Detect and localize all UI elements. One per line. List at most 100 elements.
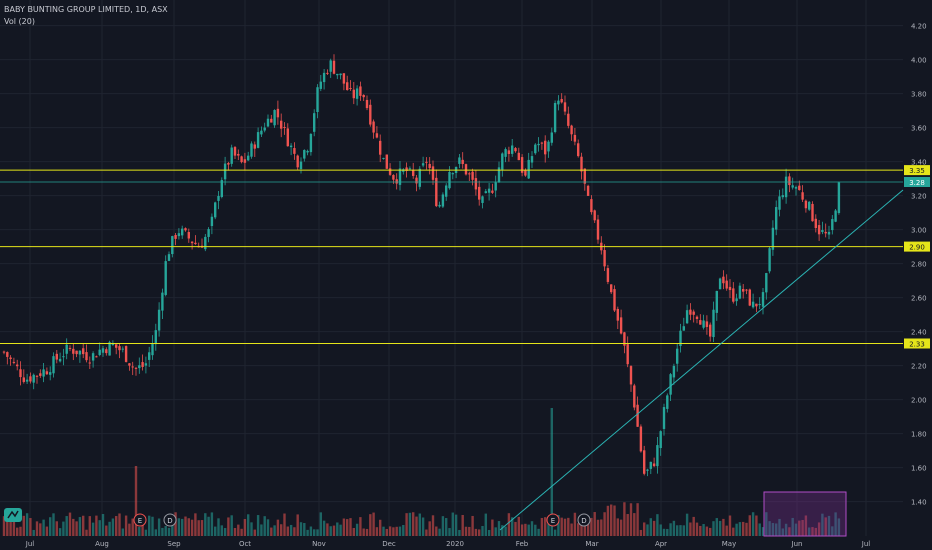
candle-body [586,185,590,196]
candle-body [379,140,382,155]
candle-body [685,310,689,324]
horizontal-levels[interactable]: 3.35 2.90 2.33 3.28 [0,165,930,349]
candle-body [801,192,804,200]
volume-bar [352,527,355,536]
candle-body [289,145,293,148]
candle-body [316,87,319,113]
volume-bar [379,519,382,536]
candle-body [256,132,260,148]
volume-bar [316,529,319,536]
volume-bar [276,519,280,536]
price-tick-label: 3.20 [911,193,927,201]
level-price-tag [904,338,930,349]
candle-body [431,166,435,180]
candle-body [138,365,141,369]
volume-bar [405,513,408,536]
candle-body [362,94,365,98]
time-tick-label: Sep [167,540,181,548]
candle-body [161,292,164,311]
volume-bar [220,525,223,536]
volume-bar [144,529,148,536]
volume-bar [210,512,214,536]
price-tick-label: 3.00 [911,227,927,235]
candle-body [250,143,253,157]
candle-body [369,104,372,125]
price-tick-label: 2.00 [911,397,927,405]
candle-body [610,284,613,293]
volume-bar [375,527,379,536]
candle-body [722,276,725,284]
volume-bar [468,526,471,536]
price-tick-label: 1.80 [911,431,927,439]
volume-bar [702,524,705,536]
candle-body [517,152,520,161]
volume-bar [738,522,742,536]
time-axis[interactable]: Jul Aug Sep Oct Nov Dec 2020 Feb Mar Apr May Jun Jul [25,540,871,548]
volume-bar [765,512,768,536]
price-tick-label: 3.60 [911,125,927,133]
candle-body [672,365,676,378]
volume-bar [204,513,207,536]
price-tick-label: 3.80 [911,91,927,99]
volume-bar [824,517,827,536]
volume-bar [580,517,583,536]
volume-bar [451,512,454,536]
volume-bar [464,526,468,536]
candle-body [702,320,705,328]
event-marker-label: E [138,517,142,525]
candle-body [590,199,593,213]
candle-body [233,147,237,156]
volume-bar [134,466,138,536]
volume-bar [728,515,732,536]
volume-bar [685,513,689,536]
candle-body [560,99,563,103]
volume-bar [484,513,487,536]
volume-bar [705,526,709,536]
trend-line[interactable] [499,189,904,531]
time-tick-label: 2020 [446,540,464,548]
volume-bar [55,521,58,536]
symbol-title[interactable]: BABY BUNTING GROUP LIMITED, 1D, ASX [4,5,168,14]
candle-body [725,280,728,289]
time-tick-label: Mar [585,540,598,548]
volume-bar [742,521,745,536]
volume-bar [540,517,544,536]
candle-body [817,225,821,235]
volume-bar [52,513,55,536]
candle-body [263,127,266,131]
candlesticks [2,54,841,477]
candle-body [811,203,814,222]
candle-body [332,60,336,74]
volume-bar [2,516,6,536]
price-axis[interactable]: 4.20 4.00 3.80 3.60 3.40 3.20 3.00 2.80 2.60 2.40… [911,23,927,507]
level-price-label: 2.33 [909,341,925,349]
volume-indicator-label[interactable]: Vol (20) [4,17,35,26]
candle-body [415,177,418,184]
volume-bar [306,529,309,536]
volume-bar [573,512,577,536]
candle-body [831,219,834,231]
candle-body [352,89,355,99]
candle-body [808,201,811,210]
candle-body [260,130,263,135]
volume-highlight-box [763,491,847,537]
event-marker [546,513,560,527]
volume-bar [537,528,540,536]
price-tick-label: 2.60 [911,295,927,303]
candle-body [55,353,58,360]
candle-body [45,371,49,375]
candle-body [9,357,12,360]
volume-bar [313,529,316,536]
candle-body [342,73,346,84]
candle-body [19,369,22,378]
volume-bar [121,528,124,536]
price-tick-label: 2.80 [911,261,927,269]
volume-bar [494,527,497,536]
volume-bar [639,529,643,536]
volume-bar [29,518,32,536]
volume-bar [435,526,438,536]
candle-body [784,176,788,198]
volume-bar [98,520,101,536]
